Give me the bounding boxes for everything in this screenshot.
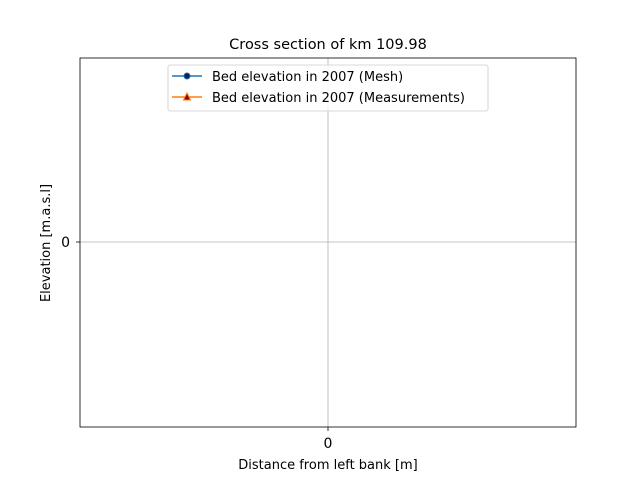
- legend-entry-mesh: Bed elevation in 2007 (Mesh): [172, 70, 403, 85]
- triangle-marker-icon: [182, 91, 192, 101]
- circle-marker-icon: [183, 72, 191, 80]
- plot-area: [79, 57, 577, 428]
- chart-title: Cross section of km 109.98: [229, 37, 427, 53]
- legend-box: [167, 64, 489, 112]
- y-tick-label: 0: [61, 235, 70, 251]
- legend-label-measurements: Bed elevation in 2007 (Measurements): [212, 91, 465, 106]
- legend-label-mesh: Bed elevation in 2007 (Mesh): [212, 70, 403, 85]
- x-axis-label: Distance from left bank [m]: [238, 458, 417, 473]
- x-tick-label: 0: [324, 436, 333, 452]
- y-axis-label: Elevation [m.a.s.l]: [39, 184, 54, 302]
- x-axis: 0 Distance from left bank [m]: [238, 427, 418, 473]
- legend-entry-measurements: Bed elevation in 2007 (Measurements): [172, 91, 465, 106]
- legend: Bed elevation in 2007 (Mesh) Bed elevati…: [167, 64, 489, 112]
- y-axis: 0 Elevation [m.a.s.l]: [39, 184, 80, 302]
